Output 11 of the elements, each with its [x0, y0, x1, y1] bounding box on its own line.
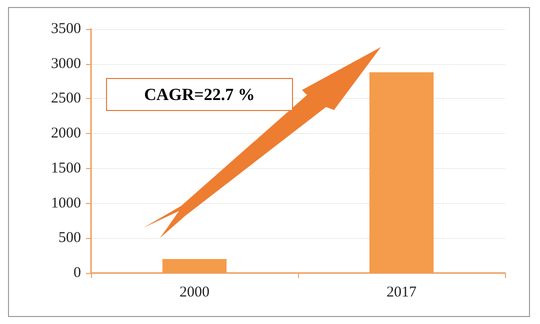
y-tick-label: 1500	[51, 160, 81, 176]
y-tick-label: 2000	[51, 126, 81, 142]
annotation: CAGR=22.7 %	[144, 84, 255, 104]
y-tick-label: 3500	[51, 21, 81, 37]
y-tick-label: 2500	[51, 90, 81, 107]
label-box: CAGR=22.7 %	[106, 78, 293, 111]
y-tick-label: 500	[58, 230, 81, 246]
y-tick-label: 0	[74, 265, 81, 281]
x-tick-label: 2017	[386, 284, 417, 300]
y-tick-label: 1000	[51, 195, 81, 212]
y-tick-label: 3000	[51, 56, 81, 72]
